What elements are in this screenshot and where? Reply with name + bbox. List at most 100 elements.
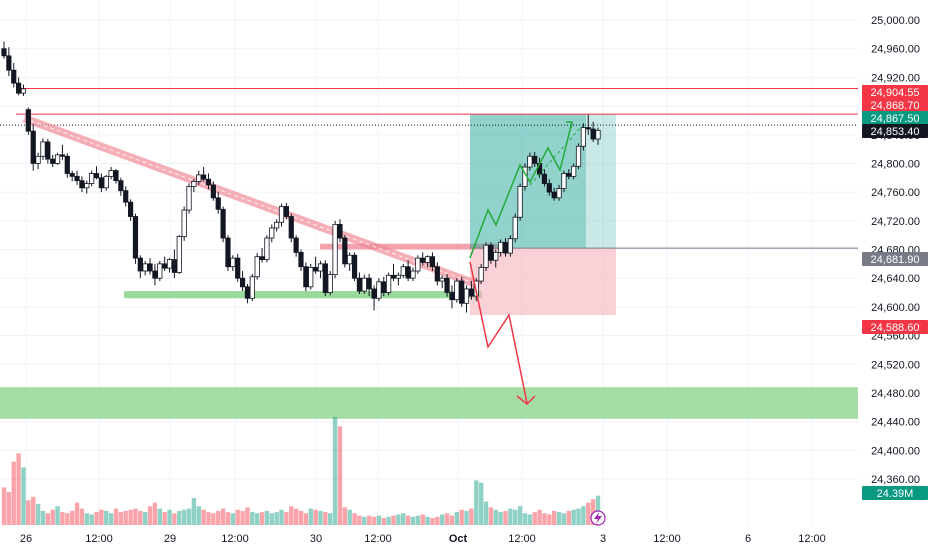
candle-body	[317, 263, 324, 272]
volume-bar	[6, 492, 12, 525]
candle-body	[390, 274, 397, 279]
volume-bar	[561, 513, 567, 525]
y-tick-label: 24,800.00	[871, 158, 920, 170]
candle-body	[449, 292, 455, 301]
volume-bar	[45, 513, 51, 525]
candle-body	[585, 127, 591, 130]
y-axis: 25,000.0024,960.0024,920.0024,880.0024,8…	[871, 15, 920, 486]
candle-body	[89, 173, 95, 184]
volume-bar	[108, 513, 114, 525]
candle-body	[561, 173, 567, 189]
candle-body	[98, 177, 104, 189]
volume-bar	[123, 510, 128, 525]
price-label: 24,868.70	[871, 100, 920, 112]
volume-bar	[289, 506, 294, 525]
candle-body	[512, 216, 518, 240]
candle-body	[220, 208, 226, 239]
candle-body	[50, 158, 56, 164]
candle-body	[20, 88, 27, 94]
volume-bar	[274, 512, 279, 525]
trendline-group	[22, 114, 482, 290]
volume-bar	[556, 512, 562, 525]
volume-bar	[225, 512, 231, 525]
candle-body	[424, 256, 431, 263]
candle-body	[249, 276, 255, 299]
volume-bar	[201, 509, 206, 525]
volume-bar	[386, 516, 391, 525]
candle-body	[30, 130, 36, 164]
candle-body	[166, 259, 173, 269]
volume-bar	[31, 496, 36, 525]
candle-body	[45, 141, 51, 160]
price-label: 24,588.60	[871, 322, 920, 334]
bullish-projection-dashed	[529, 127, 581, 186]
lightning-icon-bolt	[594, 512, 602, 524]
volume-bar	[439, 514, 445, 525]
candle-body	[103, 175, 109, 189]
volume-bar	[508, 508, 513, 525]
x-axis: 26 12:00 29 12:00 30 12:00 Oct 12:00 3 12:00 6 12:0…	[20, 533, 826, 545]
volume-bar	[50, 509, 55, 525]
volume-bar	[279, 509, 284, 525]
volume-bar	[264, 510, 270, 525]
volume-bar	[21, 467, 26, 525]
candle-body	[298, 251, 304, 268]
candle-body	[210, 184, 216, 199]
candle-body	[35, 155, 41, 164]
candle-body	[239, 277, 246, 288]
candle-body	[244, 286, 251, 299]
candle-body	[332, 223, 338, 276]
volume-bar	[420, 514, 425, 525]
candle-body	[16, 82, 22, 94]
candle-body	[113, 170, 119, 182]
price-label-bg	[862, 320, 928, 334]
candle-body	[79, 180, 85, 189]
volume-bar	[405, 515, 411, 525]
candle-body	[463, 288, 470, 304]
support-zone	[124, 291, 482, 299]
volume-bar	[318, 510, 323, 525]
volume-bar	[517, 506, 523, 525]
price-label: 24,681.90	[871, 254, 920, 266]
candle-body	[546, 183, 552, 193]
candle-body	[293, 237, 299, 253]
x-tick-label: 26	[20, 533, 32, 545]
candle-body	[444, 277, 450, 293]
x-tick-label: 12:00	[798, 533, 826, 545]
volume-bar	[469, 508, 474, 525]
candle-body	[283, 206, 289, 217]
candle-body	[264, 237, 270, 260]
candle-body	[478, 267, 484, 282]
volume-bar	[89, 514, 94, 525]
volume-bar	[366, 515, 372, 525]
candle-body	[337, 223, 343, 239]
volume-bar	[401, 513, 406, 525]
price-label: 24,904.55	[871, 87, 920, 99]
volume-bar	[177, 510, 182, 525]
volume-bar	[459, 509, 464, 525]
volume-bar	[220, 508, 226, 525]
candle-body	[361, 277, 367, 292]
candle-body	[40, 141, 46, 157]
projection-arrows	[469, 121, 606, 526]
volume-bar	[157, 508, 163, 525]
volume-bar	[493, 509, 498, 525]
candle-body	[527, 155, 533, 168]
candle-body	[171, 259, 178, 273]
candle-body	[507, 238, 513, 254]
candle-body	[595, 130, 601, 140]
volume-bar	[191, 498, 197, 525]
candle-body	[415, 257, 421, 272]
x-tick-label: 12:00	[221, 533, 249, 545]
volume-bar	[590, 499, 596, 525]
candle-body	[254, 256, 260, 278]
candle-body	[420, 257, 426, 263]
volume-bar	[142, 512, 148, 525]
candle-body	[468, 288, 475, 297]
volume-bar	[55, 506, 60, 525]
volume-bar	[162, 512, 167, 525]
y-tick-label: 24,400.00	[871, 445, 920, 457]
